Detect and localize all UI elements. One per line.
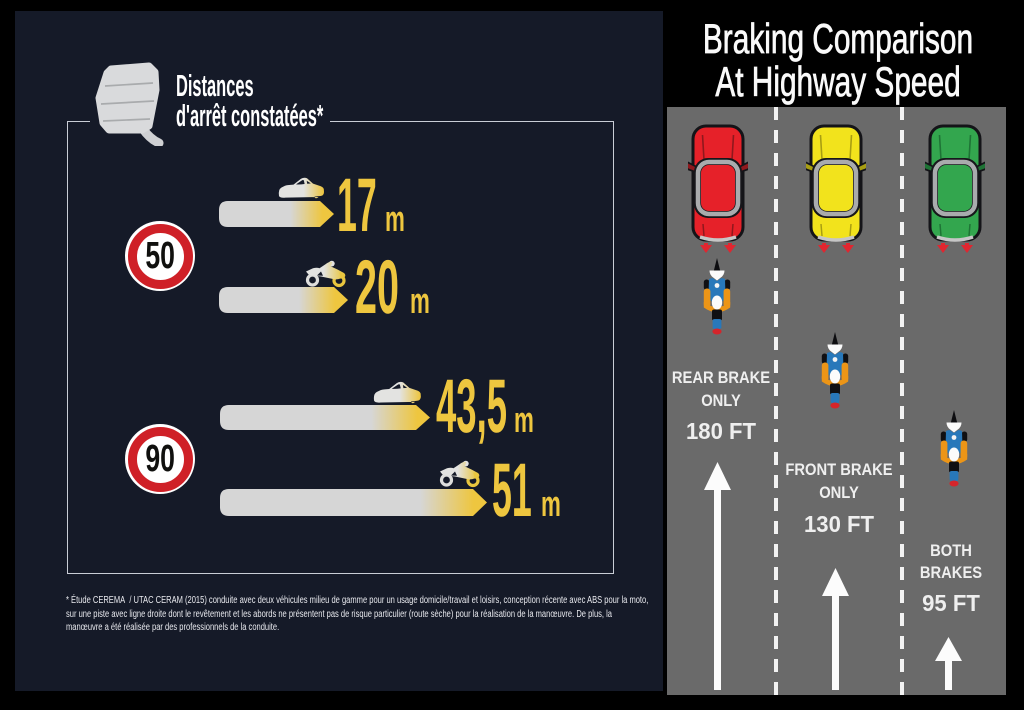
svg-text:20: 20 [355, 252, 399, 322]
svg-text:m: m [514, 399, 534, 440]
svg-text:17: 17 [337, 170, 377, 240]
svg-text:m: m [410, 280, 430, 321]
svg-text:43,5: 43,5 [436, 371, 507, 449]
svg-text:51: 51 [492, 455, 532, 525]
svg-text:m: m [541, 483, 561, 524]
svg-text:m: m [385, 198, 405, 239]
